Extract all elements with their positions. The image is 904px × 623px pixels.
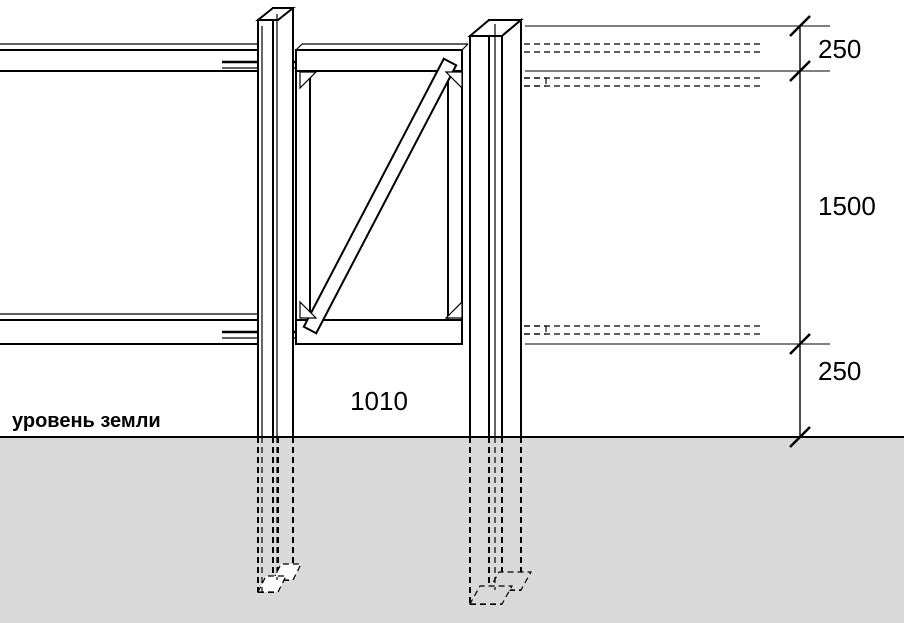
dim-label-v-1: 1500	[818, 191, 876, 221]
fence-gate-section-diagram: уровень земли 250 1500 250 1010	[0, 0, 904, 623]
dim-label-gate-width: 1010	[350, 386, 408, 416]
dim-label-v-2: 250	[818, 356, 861, 386]
fence-rails	[0, 44, 264, 344]
ground: уровень земли	[0, 410, 904, 623]
ground-level-label: уровень земли	[12, 410, 161, 432]
dim-label-v-0: 250	[818, 34, 861, 64]
gate-frame	[296, 44, 468, 344]
